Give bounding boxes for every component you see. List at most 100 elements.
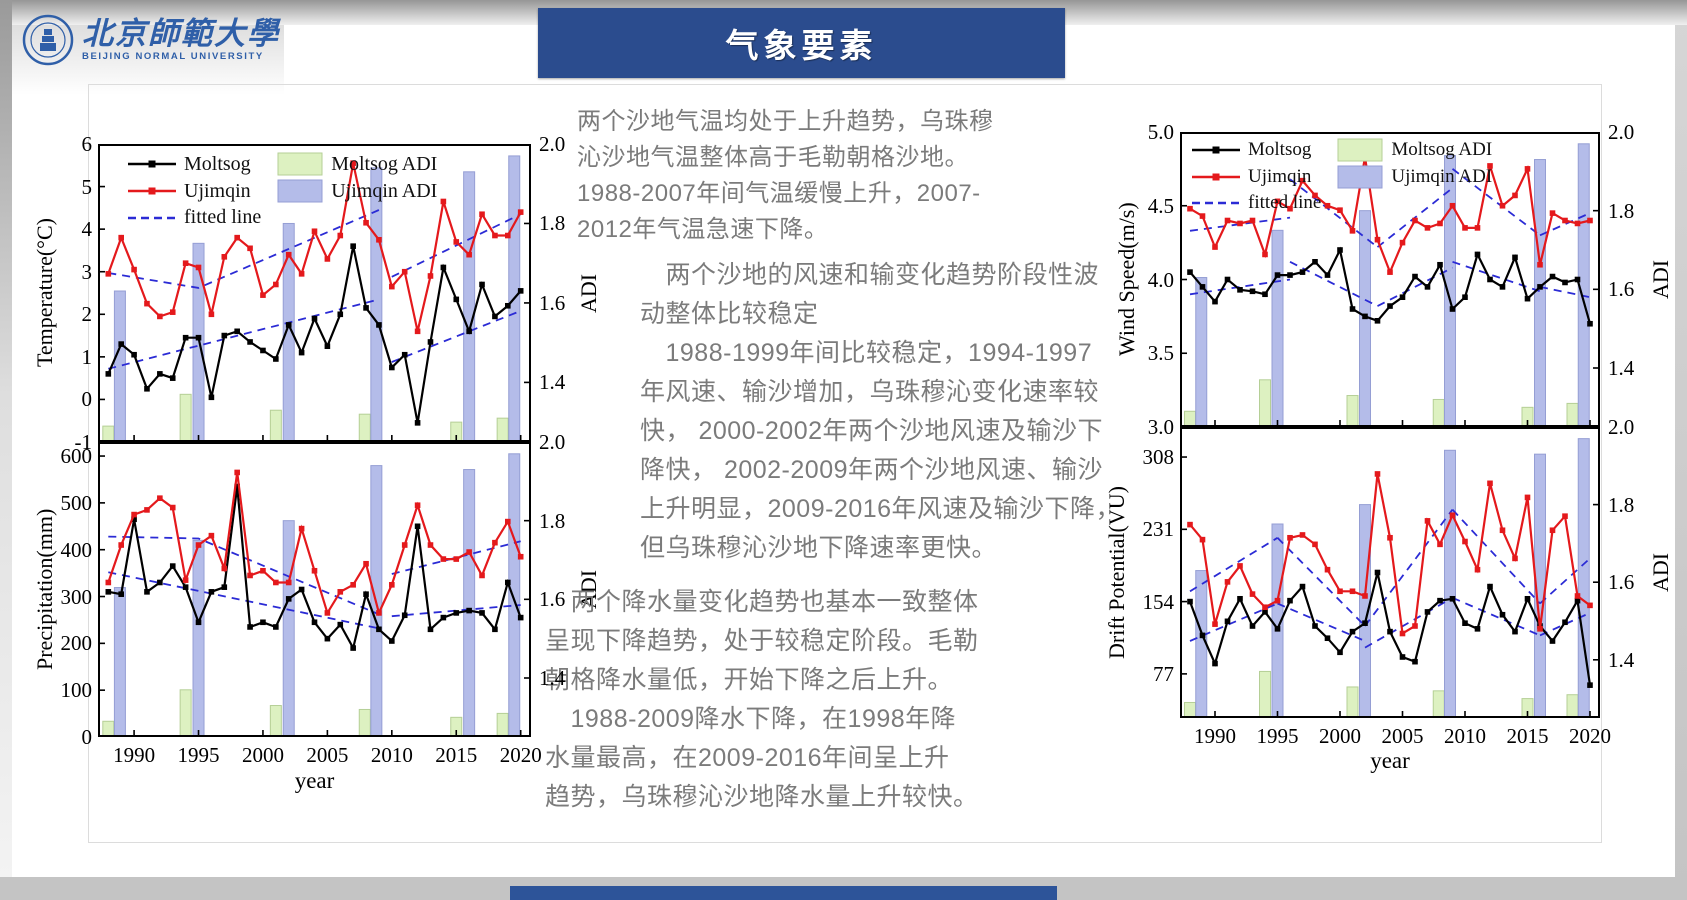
- y-tick-label: 2: [81, 302, 93, 327]
- series-ujimqin: [105, 160, 524, 335]
- y-tick-label: 231: [1142, 517, 1175, 542]
- legend-moltsog: Moltsog: [1192, 138, 1321, 162]
- y-tick-label: 3: [81, 259, 93, 284]
- bnu-seal-icon: [22, 14, 74, 66]
- page-title: 气象要素: [725, 27, 878, 64]
- y-tick-label: 3.0: [1147, 415, 1174, 439]
- x-tick-label: 2000: [1319, 724, 1361, 748]
- series-ujimqin: [105, 469, 524, 617]
- legend-ujimqin-label: Ujimqin: [1248, 166, 1312, 187]
- series-moltsog: [1187, 246, 1593, 327]
- legend-moltsog-label: Moltsog: [184, 152, 251, 175]
- legend-moltsog: Moltsog: [128, 152, 261, 176]
- legend-ujimqin-swatch: [1192, 173, 1240, 181]
- legend-moltsog-label: Moltsog: [1248, 139, 1312, 160]
- adi-tick-label: 1.4: [539, 370, 566, 395]
- legend-fitted-line-label: fitted line: [184, 206, 262, 228]
- x-axis-label-right: year: [1370, 748, 1410, 773]
- series-ujimqin: [1187, 471, 1593, 637]
- legend-fitted-line: fitted line: [1192, 192, 1321, 214]
- x-tick-label: 2020: [1569, 724, 1611, 748]
- adi-bars: [1184, 438, 1590, 718]
- legend-ujimqin-adi: Ujimqin ADI: [277, 179, 437, 203]
- y-tick-label: 154: [1142, 589, 1175, 614]
- x-tick-label: 2015: [1506, 724, 1549, 748]
- x-tick-label: 2010: [370, 743, 413, 767]
- adi-tick-label: 1.8: [1608, 198, 1635, 223]
- x-tick-label: 2005: [306, 743, 349, 767]
- legend-moltsog-adi: Moltsog ADI: [1337, 138, 1492, 162]
- legend-ujimqin-adi-label: Ujimqin ADI: [331, 179, 438, 202]
- chart-plot-wind-speed: [1180, 132, 1600, 427]
- x-tick-label: 2010: [1444, 724, 1486, 748]
- legend-ujimqin-adi-swatch: [277, 179, 323, 203]
- y-tick-label: 5.0: [1147, 120, 1174, 144]
- y-tick-label: 77: [1153, 661, 1174, 686]
- adi-tick-label: 2.0: [1608, 415, 1635, 439]
- chart-legend: Moltsog Ujimqin fitted line Moltsog ADI Ujim…: [128, 152, 437, 229]
- y-tick-label: 600: [60, 444, 93, 469]
- chart-plot-drift-potential: [1180, 427, 1600, 718]
- adi-tick-label: 1.4: [1608, 356, 1635, 380]
- y-tick-label: 1: [81, 344, 93, 369]
- adi-bars: [102, 453, 521, 737]
- legend-moltsog-adi: Moltsog ADI: [277, 152, 437, 176]
- adi-tick-label: 2.0: [539, 132, 566, 156]
- chart-plot-temperature: [98, 144, 531, 442]
- y-tick-label: 5: [81, 174, 93, 199]
- legend-ujimqin-adi: Ujimqin ADI: [1337, 165, 1492, 189]
- slide-title-bar: 气象要素: [538, 8, 1065, 78]
- legend-ujimqin: Ujimqin: [1192, 165, 1321, 189]
- y-tick-label: 6: [81, 132, 93, 156]
- legend-ujimqin: Ujimqin: [128, 179, 261, 203]
- x-axis-label-left: year: [294, 768, 335, 793]
- logo-backdrop: [12, 25, 284, 107]
- x-tick-label: 2020: [499, 743, 542, 767]
- y-tick-label: 4.0: [1147, 267, 1174, 292]
- adi-tick-label: 2.0: [539, 430, 566, 454]
- legend-ujimqin-adi-swatch: [1337, 165, 1383, 189]
- legend-fitted-line-swatch: [128, 216, 176, 219]
- chart-legend: Moltsog Ujimqin fitted line Moltsog ADI Ujim…: [1192, 138, 1492, 214]
- legend-moltsog-adi-swatch: [277, 152, 323, 176]
- content-placeholder-border: [88, 84, 1602, 843]
- slide-left-edge: [0, 0, 12, 877]
- legend-moltsog-adi-swatch: [1337, 138, 1383, 162]
- legend-fitted-line: fitted line: [128, 206, 261, 229]
- logo-cn-text: 北京師範大學: [82, 15, 280, 51]
- legend-fitted-line-label: fitted line: [1248, 192, 1322, 213]
- y-tick-label: 0: [81, 725, 93, 749]
- y-tick-label: 3.5: [1147, 341, 1174, 366]
- x-tick-label: 1995: [177, 743, 220, 767]
- paragraph-precipitation: 两个降水量变化趋势也基本一致整体 呈现下降趋势，处于较稳定阶段。毛勒 朝格降水量…: [545, 588, 979, 811]
- x-tick-label: 2015: [435, 743, 478, 767]
- adi-tick-label: 1.4: [539, 666, 566, 690]
- adi-tick-label: 1.8: [1608, 492, 1635, 517]
- adi-tick-label: 1.4: [1608, 647, 1635, 672]
- series-moltsog: [1187, 569, 1593, 688]
- chart-plot-precipitation: [98, 442, 531, 737]
- y-tick-label: 500: [60, 490, 93, 515]
- x-tick-label: 1990: [1194, 724, 1236, 748]
- y-tick-label: 4.5: [1147, 193, 1174, 218]
- x-tick-label: 1995: [1256, 724, 1299, 748]
- adi-tick-label: 1.6: [1608, 277, 1635, 302]
- y-tick-label: 100: [60, 678, 93, 703]
- series-moltsog: [105, 243, 524, 426]
- x-tick-label: 1990: [113, 743, 156, 767]
- y-tick-label: 308: [1142, 445, 1175, 470]
- y-tick-label: 400: [60, 537, 93, 562]
- legend-moltsog-adi-label: Moltsog ADI: [1391, 139, 1493, 160]
- university-logo: 北京師範大學 BEIJING NORMAL UNIVERSITY: [22, 14, 280, 66]
- y-tick-label: 0: [81, 387, 93, 412]
- adi-tick-label: 1.6: [1608, 570, 1635, 595]
- adi-tick-label: 1.8: [539, 508, 566, 533]
- slide-bottom-bar: [510, 886, 1057, 900]
- adi-tick-label: 1.8: [539, 211, 566, 236]
- y-tick-label: 300: [60, 584, 93, 609]
- legend-ujimqin-swatch: [128, 187, 176, 195]
- legend-moltsog-swatch: [128, 160, 176, 168]
- y-tick-label: 200: [60, 631, 93, 656]
- adi-tick-label: 1.6: [539, 587, 566, 612]
